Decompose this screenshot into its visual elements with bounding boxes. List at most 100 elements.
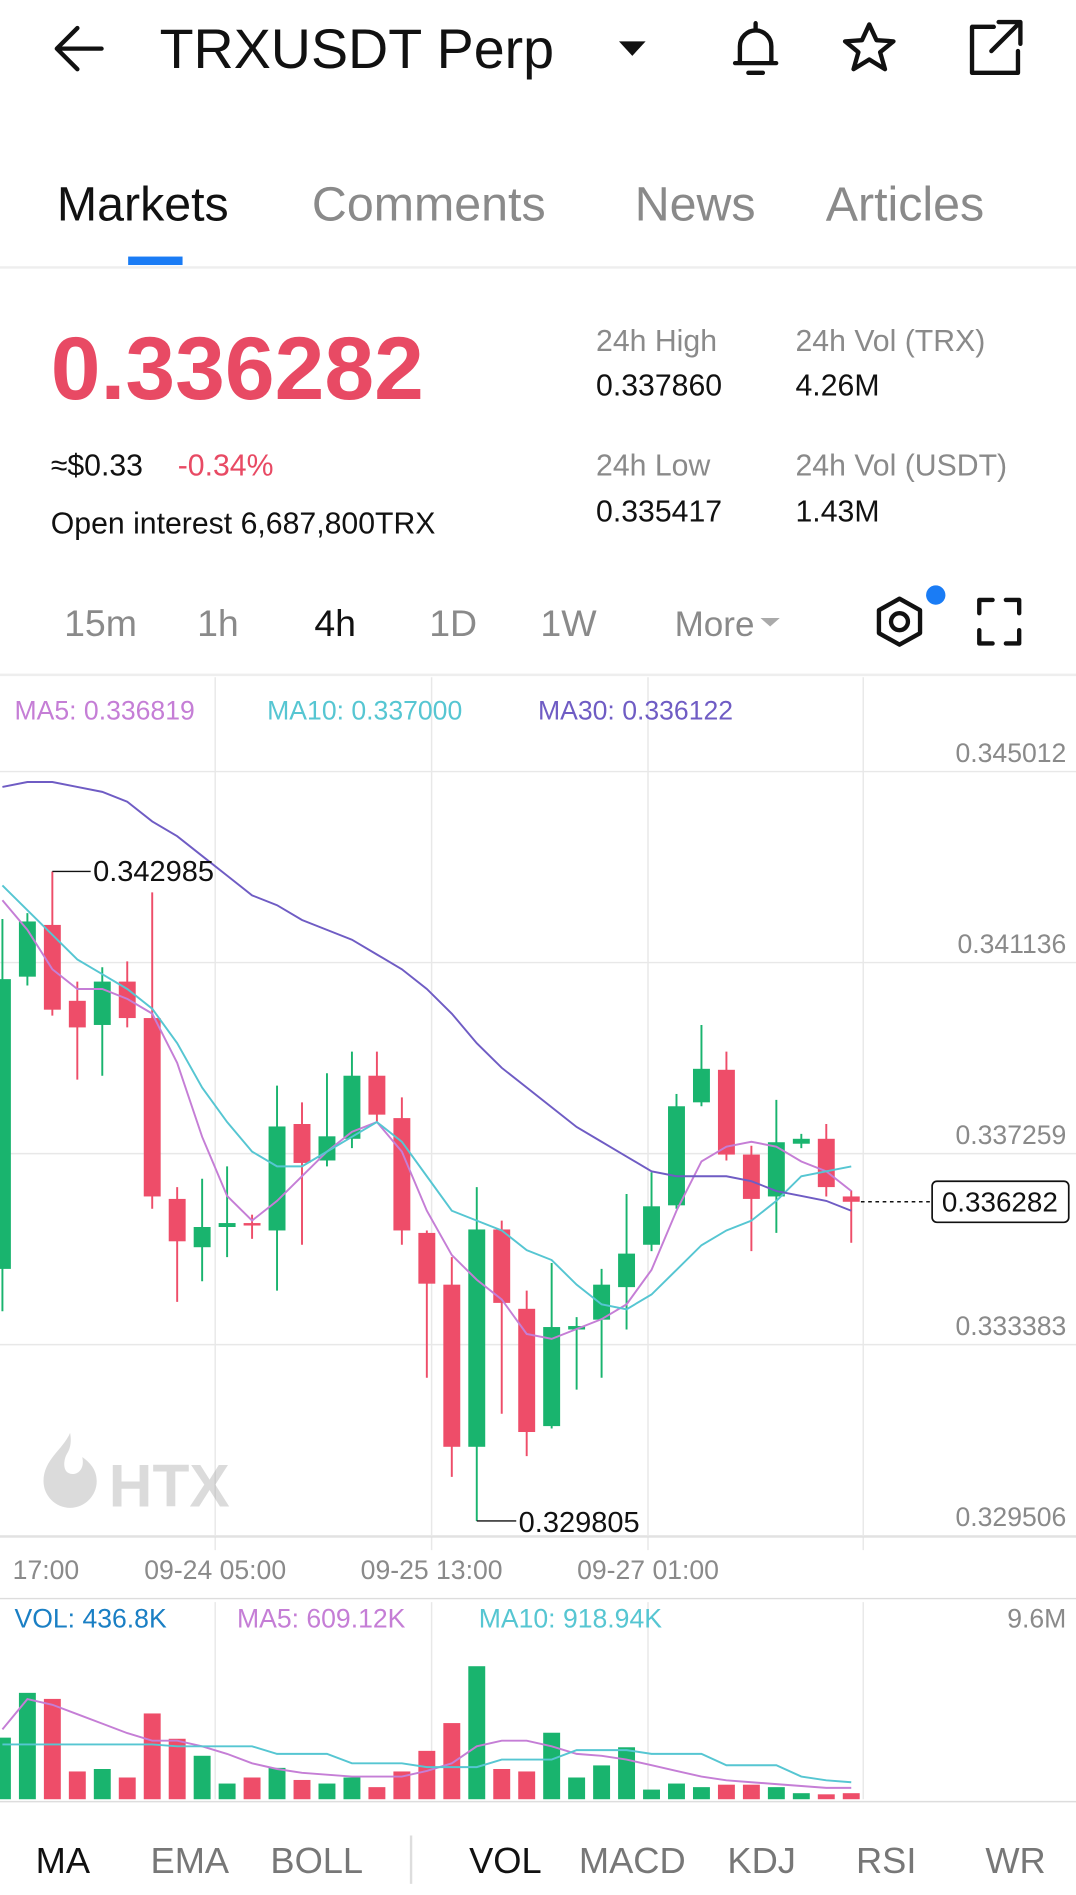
- fullscreen-icon[interactable]: [977, 597, 1022, 646]
- y-tick-label: 0.333383: [955, 1311, 1066, 1341]
- candle-body: [643, 1206, 660, 1245]
- candle-body: [343, 1075, 361, 1139]
- last-price-box: [931, 1180, 1070, 1224]
- candle-body: [717, 1069, 735, 1155]
- candle-body: [618, 1253, 636, 1288]
- volume-bar: [593, 1765, 611, 1800]
- ma-line: [1, 899, 852, 1340]
- last-price-label: 0.336282: [942, 1186, 1058, 1217]
- stat-label: 24h High: [596, 325, 717, 358]
- y-tick-label: 0.329506: [955, 1502, 1066, 1532]
- top-bar: TRXUSDT Perp: [54, 18, 1023, 80]
- back-button[interactable]: [54, 25, 104, 72]
- volume-bar: [543, 1732, 561, 1800]
- more-arrow: [760, 618, 780, 627]
- candle-body: [243, 1223, 261, 1226]
- candle-body: [742, 1154, 760, 1199]
- legend-entry: MA10: 0.337000: [267, 696, 462, 726]
- stat-label: 24h Low: [596, 449, 710, 482]
- indicator[interactable]: MACD: [579, 1840, 686, 1881]
- ticker: 0.336282 ≈$0.33 -0.34% Open interest 6,6…: [51, 318, 1007, 540]
- candle-body: [218, 1223, 236, 1228]
- change: -0.34%: [178, 449, 274, 482]
- candle-body: [193, 1227, 211, 1248]
- indicator[interactable]: MA: [36, 1840, 91, 1881]
- volume-bar: [268, 1767, 286, 1800]
- indicator-bar: MA EMA BOLL VOL MACD KDJ RSI WR: [36, 1835, 1046, 1884]
- candle-body: [593, 1284, 611, 1320]
- volume-bar: [493, 1769, 511, 1800]
- tab[interactable]: Articles: [826, 177, 985, 231]
- interval[interactable]: 1h: [197, 602, 239, 644]
- indicator[interactable]: VOL: [469, 1840, 542, 1881]
- settings-icon[interactable]: [876, 596, 923, 647]
- candle-body: [68, 1000, 86, 1028]
- candle-body: [792, 1138, 810, 1144]
- interval[interactable]: 1W: [540, 602, 597, 644]
- stat-label: 24h Vol (USDT): [796, 449, 1008, 482]
- volume-bar: [443, 1723, 461, 1800]
- indicator[interactable]: RSI: [856, 1840, 916, 1881]
- stat-label: 24h Vol (TRX): [796, 325, 986, 358]
- indicator[interactable]: WR: [985, 1840, 1045, 1881]
- volume-bar: [143, 1713, 161, 1800]
- x-tick-label: 09-27 01:00: [577, 1555, 719, 1585]
- candle-body: [543, 1327, 561, 1427]
- volume-bar: [792, 1793, 810, 1800]
- candle-body: [418, 1232, 436, 1284]
- watermark-logo: [43, 1432, 97, 1508]
- volume-bar: [518, 1771, 536, 1800]
- legend-entry: MA30: 0.336122: [538, 696, 733, 726]
- x-tick-label: 17:00: [13, 1555, 80, 1585]
- tab[interactable]: Comments: [312, 177, 546, 231]
- dropdown[interactable]: [619, 41, 646, 56]
- ma-line: [2, 781, 852, 1212]
- volume-bar: [618, 1747, 636, 1800]
- legend-entry: VOL: 436.8K: [15, 1604, 167, 1634]
- volume-bar: [193, 1755, 211, 1800]
- badge: [926, 585, 946, 605]
- candle-body: [293, 1124, 311, 1163]
- plot: 0.345012 0.341136 0.337259 0.333383 0.329506…: [0, 696, 1076, 1800]
- candle-body: [568, 1326, 586, 1330]
- stat-value: 0.335417: [596, 495, 722, 528]
- indicator[interactable]: EMA: [151, 1840, 230, 1881]
- bell-icon[interactable]: [732, 21, 779, 75]
- y-tick-label: 0.341136: [957, 929, 1066, 959]
- indicator[interactable]: BOLL: [270, 1840, 363, 1881]
- candle-body: [493, 1229, 511, 1303]
- y-tick-label: 0.337259: [955, 1120, 1066, 1150]
- ma-line: [2, 1743, 852, 1784]
- interval[interactable]: 1D: [429, 602, 477, 644]
- indicator[interactable]: KDJ: [727, 1840, 795, 1881]
- ma-line: [1, 884, 852, 1311]
- volume-bar: [717, 1784, 735, 1800]
- usd-price: ≈$0.33: [51, 449, 143, 482]
- volume-bar: [18, 1692, 36, 1800]
- volume-bar: [318, 1783, 336, 1800]
- volume-bar: [243, 1777, 261, 1800]
- candle-body: [468, 1229, 486, 1447]
- x-tick-label: 09-25 13:00: [361, 1555, 503, 1585]
- volume-bar: [468, 1666, 486, 1800]
- volume-bar: [692, 1787, 710, 1800]
- tab[interactable]: News: [635, 177, 756, 231]
- stat-value: 4.26M: [796, 370, 880, 403]
- legend-entry: MA5: 609.12K: [237, 1604, 406, 1634]
- stat-value: 1.43M: [796, 495, 880, 528]
- share-icon[interactable]: [969, 19, 1023, 75]
- low-label: 0.329805: [519, 1507, 640, 1539]
- interval[interactable]: 15m: [64, 602, 137, 644]
- star-icon[interactable]: [842, 22, 896, 72]
- volume-bar: [43, 1698, 61, 1800]
- volume-bar: [93, 1769, 111, 1800]
- title: TRXUSDT Perp: [160, 18, 555, 80]
- interval[interactable]: 4h: [314, 602, 356, 644]
- volume-bar: [418, 1750, 436, 1800]
- watermark-text: HTX: [109, 1452, 230, 1520]
- settings-icon-center: [888, 611, 911, 633]
- interval[interactable]: More: [675, 605, 755, 644]
- volume-bar: [817, 1794, 835, 1800]
- candle-body: [668, 1106, 685, 1206]
- tab[interactable]: Markets: [57, 177, 229, 231]
